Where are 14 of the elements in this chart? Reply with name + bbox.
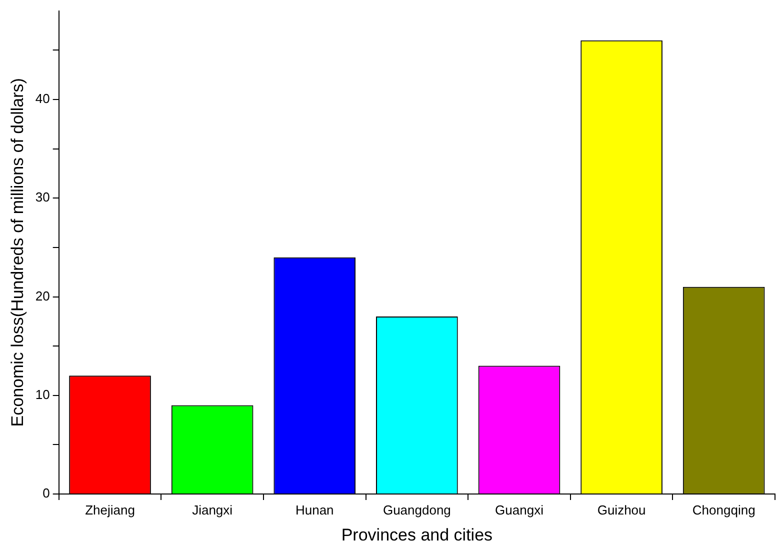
y-tick-label: 0 bbox=[42, 486, 50, 501]
y-tick-label: 30 bbox=[35, 190, 50, 205]
x-axis-title: Provinces and cities bbox=[341, 525, 493, 544]
x-tick-label: Guangxi bbox=[495, 502, 544, 518]
y-axis-title: Economic loss(Hundreds of millions of dollars) bbox=[8, 78, 27, 427]
x-tick-label: Zhejiang bbox=[85, 502, 135, 518]
y-tick-label: 10 bbox=[35, 386, 50, 402]
y-tick-label: 20 bbox=[35, 288, 50, 304]
x-tick-label: Guizhou bbox=[597, 502, 646, 518]
x-tick-label: Hunan bbox=[295, 502, 334, 518]
x-tick-label: Jiangxi bbox=[192, 502, 233, 518]
x-tick-label: Chongqing bbox=[692, 502, 756, 518]
x-tick-label: Guangdong bbox=[382, 502, 451, 518]
y-tick-label: 40 bbox=[35, 91, 50, 106]
